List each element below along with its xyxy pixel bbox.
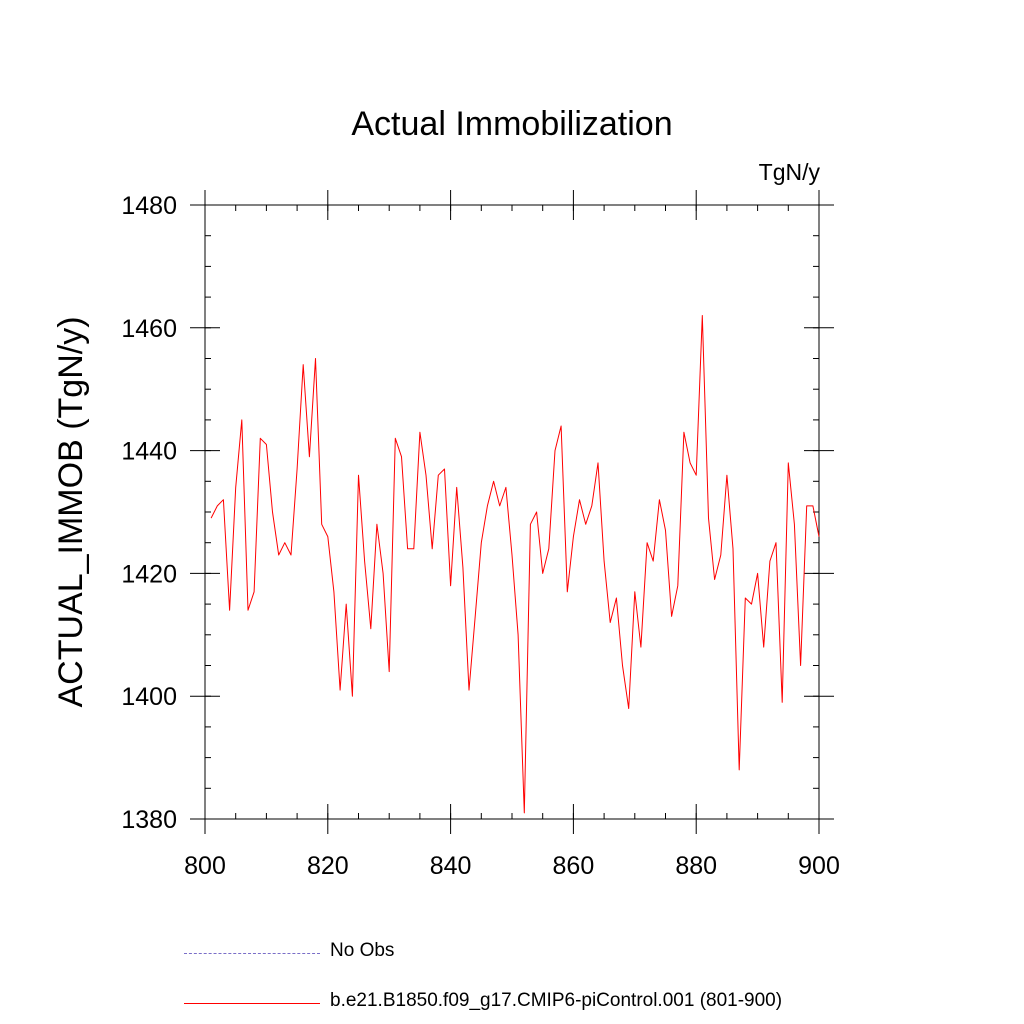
legend-line-solid [184,1003,320,1004]
x-tick-label: 860 [553,852,595,880]
chart-title: Actual Immobilization [351,105,672,143]
y-tick-label: 1400 [121,683,177,711]
plot-frame [204,204,820,820]
y-tick-label: 1460 [121,315,177,343]
x-tick-label: 800 [184,852,226,880]
legend-label: No Obs [330,940,395,961]
x-tick-label: 840 [430,852,472,880]
plot-area: 800 820 840 860 880 900 1380 1400 1420 1440 1460 14… [121,190,840,880]
y-tick-label: 1380 [121,806,177,834]
y-tick-label: 1480 [121,192,177,220]
x-tick-label: 900 [798,852,840,880]
series-line-1 [210,315,820,814]
legend-line-dashed [184,953,320,954]
units-label: TgN/y [759,159,821,185]
y-tick-label: 1440 [121,438,177,466]
legend-label: b.e21.B1850.f09_g17.CMIP6-piControl.001 … [330,990,783,1011]
x-tick-label: 820 [307,852,349,880]
x-tick-label: 880 [675,852,717,880]
y-tick-label: 1420 [121,560,177,588]
y-axis-label: ACTUAL_IMMOB (TgN/y) [52,316,90,707]
